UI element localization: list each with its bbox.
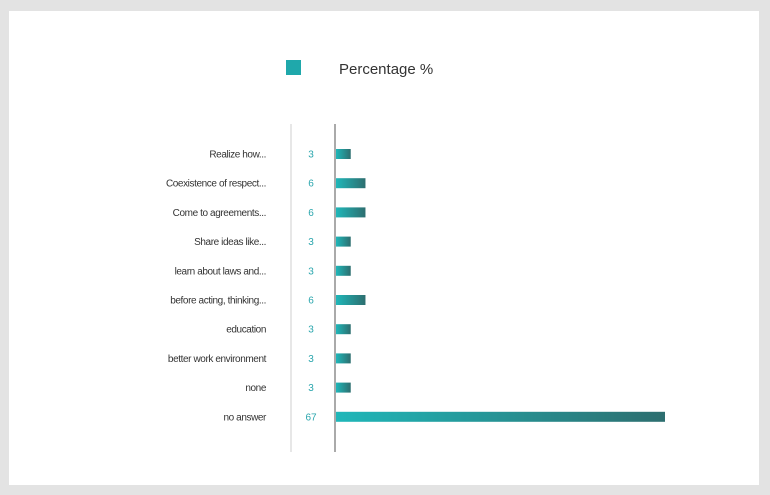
category-label: better work environment bbox=[168, 354, 267, 365]
category-label: Coexistence of respect... bbox=[166, 179, 266, 190]
bar bbox=[336, 411, 665, 422]
category-label: Come to agreements... bbox=[173, 208, 266, 219]
category-label: Realize how... bbox=[209, 150, 266, 161]
value-label: 3 bbox=[308, 383, 314, 394]
category-label: no answer bbox=[223, 412, 267, 423]
value-label: 3 bbox=[308, 325, 314, 336]
bar bbox=[336, 149, 351, 159]
bars bbox=[336, 149, 665, 422]
category-labels: Realize how... Coexistence of respect... C… bbox=[166, 150, 268, 424]
bar bbox=[336, 324, 351, 335]
category-label: education bbox=[226, 325, 266, 336]
legend: Percentage % bbox=[286, 60, 433, 78]
value-label: 67 bbox=[305, 412, 317, 423]
category-label: learn about laws and... bbox=[175, 266, 266, 277]
value-label: 3 bbox=[308, 266, 314, 277]
bar bbox=[336, 353, 351, 364]
category-label: none bbox=[245, 383, 266, 394]
chart-panel: Percentage % Realize how... Coexistence o… bbox=[9, 11, 759, 485]
value-label: 6 bbox=[308, 296, 314, 307]
value-label: 3 bbox=[308, 354, 314, 365]
legend-label: Percentage % bbox=[339, 61, 433, 78]
bar-chart: Percentage % Realize how... Coexistence o… bbox=[166, 60, 665, 452]
value-labels: 3 6 6 3 3 6 3 3 3 67 bbox=[305, 150, 317, 424]
value-label: 6 bbox=[308, 208, 314, 219]
value-label: 6 bbox=[308, 179, 314, 190]
bar bbox=[336, 178, 366, 189]
bar bbox=[336, 382, 351, 393]
bar bbox=[336, 265, 351, 276]
bar bbox=[336, 236, 351, 247]
category-label: Share ideas like... bbox=[194, 237, 266, 248]
value-label: 3 bbox=[308, 150, 314, 161]
category-label: before acting, thinking... bbox=[170, 296, 266, 307]
legend-swatch bbox=[286, 60, 301, 75]
bar bbox=[336, 295, 366, 305]
bar bbox=[336, 207, 366, 218]
value-label: 3 bbox=[308, 237, 314, 248]
